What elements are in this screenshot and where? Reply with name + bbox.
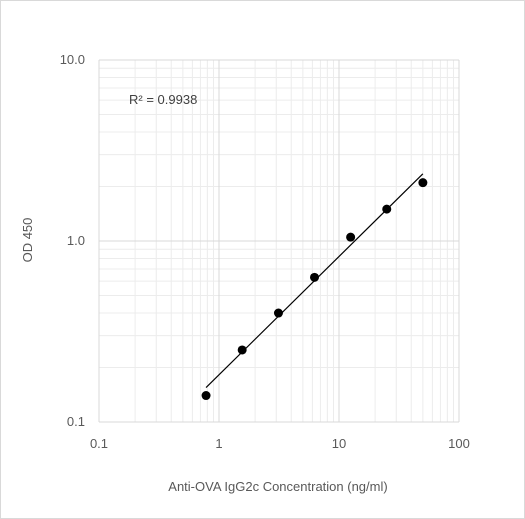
data-point [418, 178, 428, 188]
r-squared-annotation: R² = 0.9938 [129, 92, 197, 107]
data-point [201, 391, 211, 401]
major-gridlines [98, 59, 460, 423]
data-point [237, 345, 247, 355]
x-tick-labels: 0.1 1 10 100 [90, 436, 470, 451]
data-point [310, 272, 320, 282]
x-tick-label: 100 [448, 436, 470, 451]
y-tick-label: 10.0 [60, 52, 85, 67]
y-axis-title: OD 450 [20, 218, 35, 263]
y-tick-label: 0.1 [67, 414, 85, 429]
x-tick-label: 1 [215, 436, 222, 451]
y-tick-label: 1.0 [67, 233, 85, 248]
data-point [273, 308, 283, 318]
x-tick-label: 10 [332, 436, 346, 451]
data-point [346, 232, 356, 242]
y-tick-labels: 0.1 1.0 10.0 [60, 52, 85, 429]
data-points-layer [201, 178, 428, 401]
x-tick-label: 0.1 [90, 436, 108, 451]
data-point [382, 204, 392, 214]
x-axis-title: Anti-OVA IgG2c Concentration (ng/ml) [168, 479, 387, 494]
